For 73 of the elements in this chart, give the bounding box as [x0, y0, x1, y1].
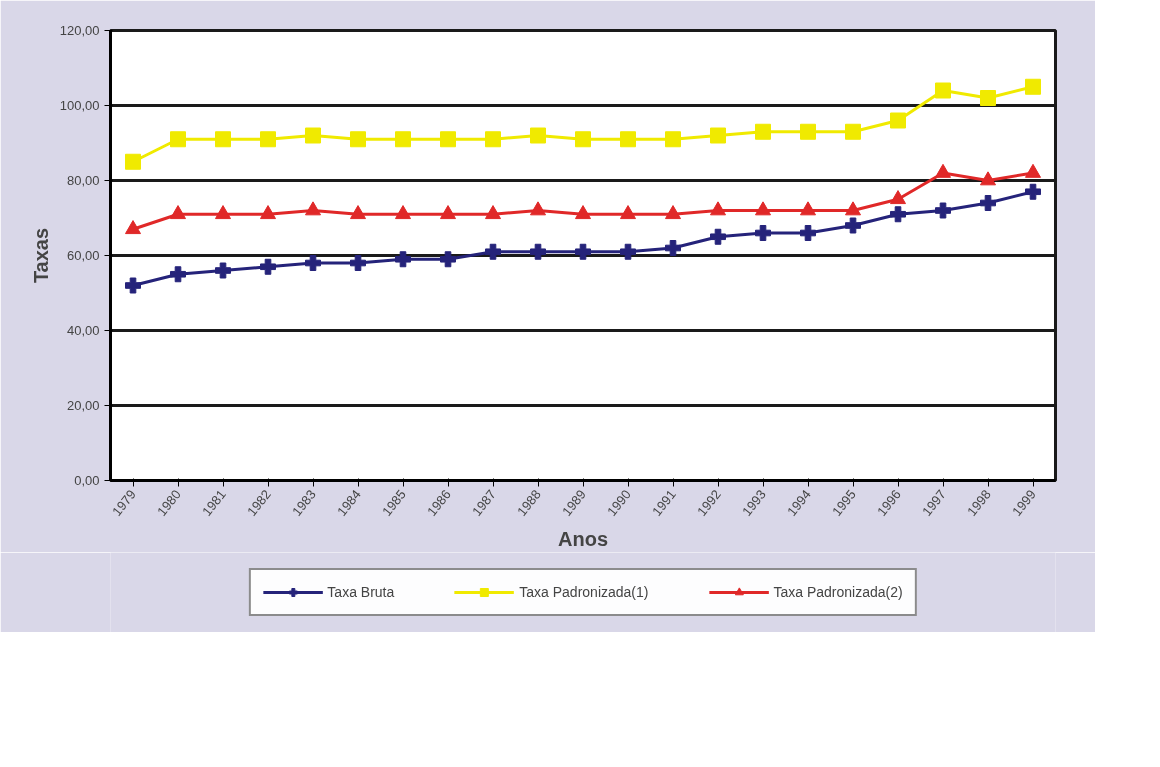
- point: [485, 205, 501, 220]
- point: [530, 243, 546, 260]
- point: [890, 206, 906, 223]
- point: [395, 251, 411, 268]
- point: [665, 131, 681, 148]
- point: [350, 205, 366, 220]
- point: [935, 202, 951, 219]
- point: [575, 131, 591, 148]
- point: [800, 225, 816, 241]
- point: [125, 153, 141, 170]
- point: [575, 243, 591, 260]
- point: [800, 201, 816, 216]
- point: [845, 201, 861, 216]
- point: [620, 131, 636, 148]
- point: [755, 201, 771, 216]
- y-tick-label: 80,00: [66, 173, 100, 188]
- point: [215, 262, 231, 279]
- point: [125, 220, 141, 235]
- legend-label: Taxa Padronizada(2): [773, 584, 903, 600]
- point: [755, 225, 771, 241]
- point: [980, 171, 996, 186]
- point: [935, 82, 951, 99]
- point: [665, 240, 681, 256]
- point: [260, 258, 276, 275]
- point: [980, 90, 996, 106]
- point: [980, 195, 996, 211]
- point: [530, 201, 546, 216]
- legend-label: Taxa Bruta: [327, 584, 395, 600]
- point: [890, 112, 906, 129]
- point: [350, 255, 366, 271]
- point: [710, 228, 726, 245]
- x-axis-title: Anos: [558, 527, 608, 550]
- point: [350, 131, 366, 148]
- point: [620, 205, 636, 220]
- point: [305, 201, 321, 216]
- y-tick-label: 120,00: [59, 23, 100, 38]
- point: [305, 127, 321, 144]
- point: [440, 205, 456, 220]
- y-tick-label: 20,00: [66, 398, 100, 413]
- y-axis-title: Taxas: [29, 227, 52, 284]
- y-tick-label: 40,00: [66, 323, 100, 338]
- y-tick-label: 100,00: [59, 98, 100, 113]
- point: [845, 123, 861, 140]
- point: [440, 251, 456, 268]
- point: [440, 131, 456, 148]
- point: [170, 205, 186, 220]
- point: [755, 123, 771, 140]
- point: [665, 205, 681, 220]
- point: [890, 190, 906, 205]
- point: [530, 127, 546, 144]
- point: [620, 243, 636, 260]
- point: [1025, 183, 1041, 200]
- legend-label: Taxa Padronizada(1): [519, 584, 649, 600]
- point: [1025, 78, 1041, 95]
- point: [845, 217, 861, 234]
- point: [395, 131, 411, 148]
- point: [575, 205, 591, 220]
- point: [125, 277, 141, 294]
- point: [395, 205, 411, 220]
- point: [215, 131, 231, 148]
- point: [485, 131, 501, 148]
- point: [800, 123, 816, 140]
- point: [215, 205, 231, 220]
- point: [710, 127, 726, 144]
- point: [260, 205, 276, 220]
- point: [710, 201, 726, 216]
- point: [260, 131, 276, 148]
- point: [170, 131, 186, 148]
- y-tick-label: 60,00: [66, 248, 100, 263]
- point: [485, 243, 501, 260]
- point: [170, 266, 186, 283]
- point: [305, 255, 321, 271]
- y-tick-label: 0,00: [74, 473, 100, 488]
